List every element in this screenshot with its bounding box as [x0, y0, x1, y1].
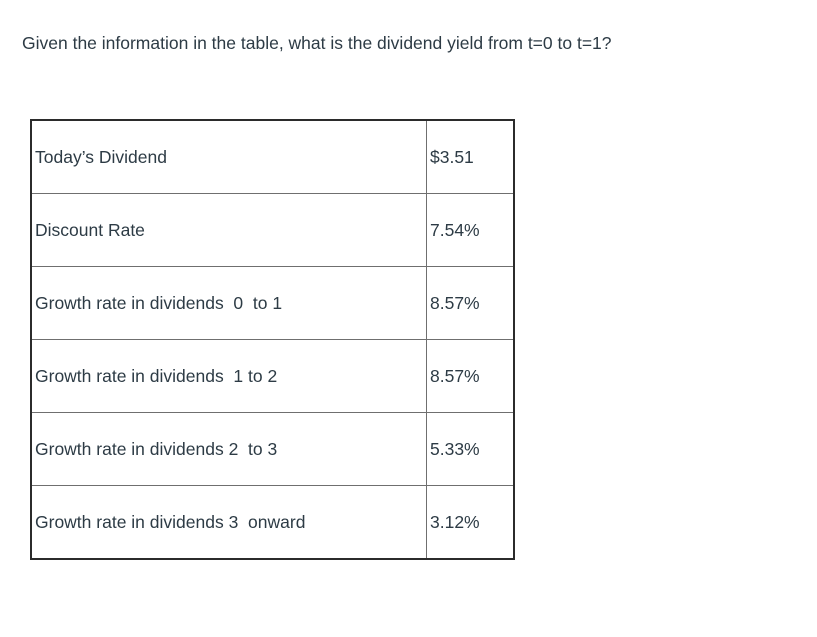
row-label: Growth rate in dividends 0 to 1 — [30, 266, 427, 340]
row-label: Growth rate in dividends 3 onward — [30, 485, 427, 560]
dividend-info-table: Today’s Dividend $3.51 Discount Rate 7.5… — [30, 119, 515, 560]
table-row: Growth rate in dividends 3 onward 3.12% — [30, 485, 515, 560]
row-label: Today’s Dividend — [30, 119, 427, 194]
row-value: $3.51 — [426, 119, 515, 194]
row-value: 8.57% — [426, 339, 515, 413]
row-value: 3.12% — [426, 485, 515, 560]
table-row: Discount Rate 7.54% — [30, 193, 515, 267]
row-label: Growth rate in dividends 2 to 3 — [30, 412, 427, 486]
question-text: Given the information in the table, what… — [22, 33, 612, 53]
table-row: Growth rate in dividends 1 to 2 8.57% — [30, 339, 515, 413]
row-value: 7.54% — [426, 193, 515, 267]
table-row: Today’s Dividend $3.51 — [30, 119, 515, 194]
table-row: Growth rate in dividends 2 to 3 5.33% — [30, 412, 515, 486]
row-label: Discount Rate — [30, 193, 427, 267]
row-value: 5.33% — [426, 412, 515, 486]
table-body: Today’s Dividend $3.51 Discount Rate 7.5… — [30, 119, 515, 560]
table-row: Growth rate in dividends 0 to 1 8.57% — [30, 266, 515, 340]
row-label: Growth rate in dividends 1 to 2 — [30, 339, 427, 413]
row-value: 8.57% — [426, 266, 515, 340]
